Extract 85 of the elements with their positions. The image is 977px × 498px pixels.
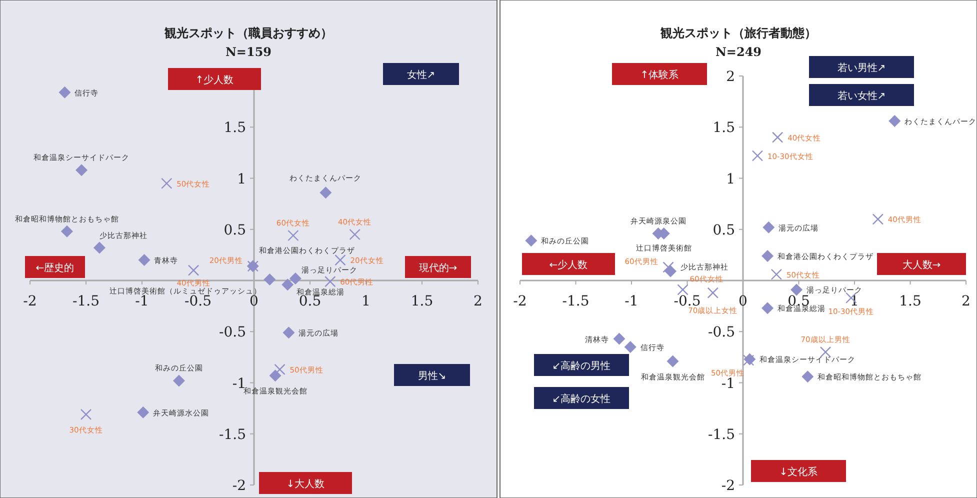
point: [60, 225, 73, 238]
y-tick-label: -2: [721, 478, 735, 494]
annotation: 現代的→: [418, 263, 458, 274]
x-tick-label: 1: [362, 294, 370, 310]
point: [138, 254, 150, 266]
point: [666, 355, 679, 368]
y-tick-label: 1.5: [712, 120, 735, 136]
y-tick-label: 0.5: [224, 222, 246, 238]
annotation: ↙高齢の男性: [552, 360, 611, 372]
point: [76, 164, 88, 176]
point: [188, 264, 200, 276]
x-tick-label: 1.5: [410, 294, 434, 310]
point: [662, 262, 674, 273]
annotation: ↓大人数: [286, 478, 325, 490]
point: [762, 221, 775, 234]
y-tick-label: -0.5: [219, 324, 246, 341]
x-tick-label: 2: [474, 294, 482, 310]
point: [264, 273, 276, 286]
point: [334, 254, 346, 266]
point: [93, 242, 106, 254]
point: [161, 178, 172, 189]
y-tick-label: -0.5: [708, 324, 735, 341]
annotation: ←少人数: [549, 259, 588, 271]
y-tick-label: 1: [726, 171, 735, 188]
chart-title: 観光スポット（職員おすすめ）: [164, 26, 332, 40]
point: [320, 186, 332, 199]
annotation: ←歴史的: [36, 262, 74, 274]
point: [677, 284, 688, 296]
y-tick-label: 2: [726, 69, 735, 85]
point: [624, 340, 636, 353]
annotation: 大人数→: [902, 259, 941, 271]
y-tick-label: 0.5: [712, 222, 735, 238]
chart-title: 観光スポット（旅行者動態）: [660, 26, 816, 40]
point: [274, 364, 286, 376]
x-tick-label: -0.5: [184, 294, 212, 310]
point: [772, 132, 784, 143]
point: [137, 406, 150, 418]
point: [80, 408, 92, 420]
chart-subtitle: N=249: [715, 45, 762, 59]
point: [324, 276, 336, 288]
point: [269, 370, 282, 382]
point: [872, 214, 884, 225]
point: [349, 228, 360, 240]
point: [802, 370, 814, 383]
chart-subtitle: N=159: [225, 45, 272, 59]
x-tick-label: -1.5: [562, 294, 590, 310]
y-tick-label: -1: [721, 376, 735, 392]
annotation: 若い女性↗: [837, 90, 886, 102]
x-tick-label: 2: [962, 294, 970, 310]
x-tick-label: 0: [738, 294, 748, 310]
x-tick-label: -1: [624, 294, 638, 310]
annotation: 男性↘: [418, 370, 446, 382]
point: [289, 272, 302, 284]
y-tick-label: 1: [237, 171, 246, 188]
y-tick-label: -1.5: [708, 426, 735, 443]
point: [707, 287, 718, 298]
point: [762, 250, 774, 262]
x-tick-label: -1.5: [72, 294, 100, 310]
point: [770, 268, 782, 280]
y-tick-label: -2: [232, 478, 246, 494]
x-tick-label: -2: [23, 294, 37, 310]
annotation: ↙高齢の女性: [552, 393, 611, 405]
point: [282, 278, 294, 291]
x-tick-label: 1.5: [899, 294, 922, 310]
annotation: 女性↗: [406, 69, 436, 81]
point: [613, 332, 626, 345]
annotation: ↑体験系: [640, 69, 679, 81]
x-tick-label: -1: [135, 294, 149, 310]
point: [288, 230, 299, 242]
x-tick-label: -2: [513, 294, 527, 310]
point: [820, 346, 832, 358]
y-tick-label: -1.5: [219, 426, 246, 443]
y-tick-label: 1.5: [224, 120, 246, 136]
point: [888, 114, 901, 127]
point: [790, 284, 803, 296]
point: [752, 150, 764, 162]
text: 若い男性↗: [837, 62, 886, 74]
x-tick-label: 0: [250, 294, 258, 310]
point: [282, 326, 295, 339]
point: [58, 86, 71, 98]
point: [762, 302, 774, 314]
point: [525, 234, 538, 247]
annotation: ↓文化系: [779, 466, 818, 478]
point: [172, 374, 185, 387]
annotation: ↑少人数: [195, 74, 234, 86]
